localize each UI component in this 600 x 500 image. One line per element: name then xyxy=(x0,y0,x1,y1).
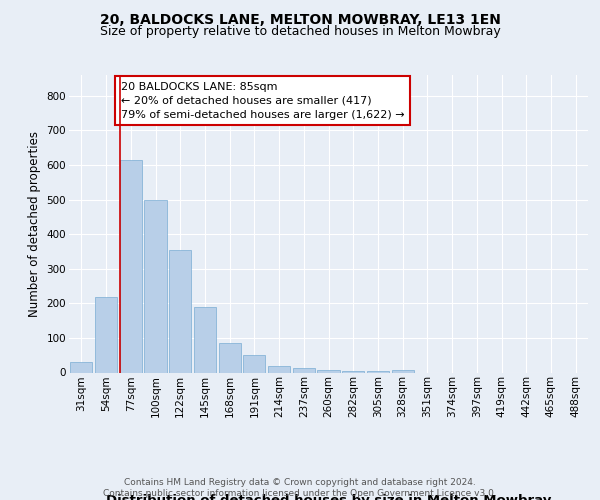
Bar xyxy=(119,160,142,372)
Bar xyxy=(95,297,117,372)
Bar xyxy=(169,250,191,372)
Bar xyxy=(342,371,364,372)
Bar xyxy=(293,368,315,372)
X-axis label: Distribution of detached houses by size in Melton Mowbray: Distribution of detached houses by size … xyxy=(106,494,551,500)
Text: 20 BALDOCKS LANE: 85sqm
← 20% of detached houses are smaller (417)
79% of semi-d: 20 BALDOCKS LANE: 85sqm ← 20% of detache… xyxy=(121,82,404,120)
Bar xyxy=(194,307,216,372)
Text: Size of property relative to detached houses in Melton Mowbray: Size of property relative to detached ho… xyxy=(100,25,500,38)
Bar xyxy=(70,362,92,372)
Bar xyxy=(367,371,389,372)
Bar xyxy=(392,370,414,372)
Text: 20, BALDOCKS LANE, MELTON MOWBRAY, LE13 1EN: 20, BALDOCKS LANE, MELTON MOWBRAY, LE13 … xyxy=(100,12,500,26)
Bar xyxy=(218,343,241,372)
Bar xyxy=(243,354,265,372)
Bar xyxy=(268,366,290,372)
Text: Contains HM Land Registry data © Crown copyright and database right 2024.
Contai: Contains HM Land Registry data © Crown c… xyxy=(103,478,497,498)
Y-axis label: Number of detached properties: Number of detached properties xyxy=(28,130,41,317)
Bar xyxy=(145,200,167,372)
Bar xyxy=(317,370,340,372)
